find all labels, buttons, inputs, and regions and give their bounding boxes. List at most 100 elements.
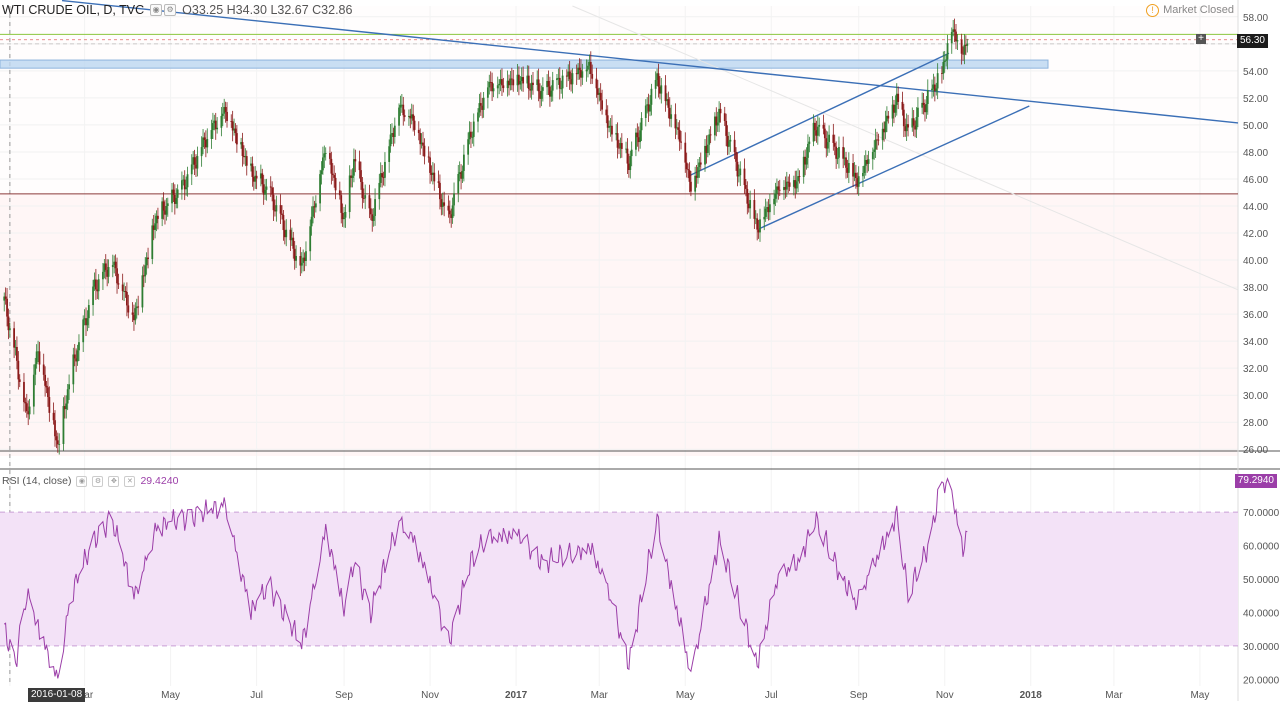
candle-body bbox=[269, 186, 272, 188]
candle-body bbox=[887, 115, 890, 119]
candle-body bbox=[206, 138, 209, 148]
candle-body bbox=[768, 204, 771, 213]
time-axis-label: Sep bbox=[850, 690, 868, 701]
eye-icon[interactable]: ◉ bbox=[76, 476, 88, 487]
candle-body bbox=[812, 122, 815, 142]
price-axis-label: 50.00 bbox=[1243, 121, 1268, 132]
candle-body bbox=[279, 205, 282, 214]
candle-body bbox=[826, 142, 829, 149]
candle-body bbox=[685, 162, 688, 170]
candle-body bbox=[250, 163, 252, 166]
candle-body bbox=[847, 163, 850, 173]
candle-body bbox=[567, 71, 570, 77]
candle-body bbox=[467, 139, 470, 155]
candle-body bbox=[688, 170, 691, 182]
candle-body bbox=[739, 168, 742, 176]
move-icon[interactable]: ✥ bbox=[108, 476, 120, 487]
candle-body bbox=[399, 104, 402, 108]
candle-body bbox=[540, 90, 543, 99]
candle-body bbox=[527, 75, 530, 89]
candle-body bbox=[440, 199, 443, 207]
price-axis-label: 42.00 bbox=[1243, 229, 1268, 240]
candle-body bbox=[670, 114, 673, 119]
candle-body bbox=[895, 93, 898, 105]
price-axis-label: 36.00 bbox=[1243, 310, 1268, 321]
candle-body bbox=[757, 229, 760, 233]
price-axis-label: 32.00 bbox=[1243, 364, 1268, 375]
candle-body bbox=[532, 82, 534, 85]
candle-body bbox=[680, 141, 682, 143]
candle-body bbox=[272, 194, 275, 211]
candle-body bbox=[341, 212, 344, 220]
candle-body bbox=[873, 149, 876, 153]
market-status-label: Market Closed bbox=[1163, 4, 1234, 16]
price-axis-label: 54.00 bbox=[1243, 67, 1268, 78]
candle-body bbox=[62, 406, 65, 445]
channel-upper-line bbox=[689, 52, 950, 177]
candle-body bbox=[863, 165, 866, 173]
candle-body bbox=[783, 187, 785, 191]
time-axis-label: Nov bbox=[936, 690, 954, 701]
close-icon[interactable]: ✕ bbox=[124, 476, 136, 487]
rsi-axis-label: 60.0000 bbox=[1243, 542, 1280, 553]
header-buttons: ◉ ⚙ bbox=[150, 4, 177, 17]
candle-body bbox=[725, 120, 728, 136]
candle-body bbox=[295, 256, 298, 261]
candle-body bbox=[285, 229, 288, 238]
candle-body bbox=[519, 81, 522, 85]
candle-body bbox=[498, 83, 501, 86]
candle-body bbox=[241, 142, 244, 156]
candle-body bbox=[224, 107, 227, 112]
add-alert-icon[interactable]: + bbox=[1196, 34, 1206, 44]
crosshair-date-badge: 2016-01-08 bbox=[28, 688, 86, 702]
settings-icon[interactable]: ⚙ bbox=[164, 4, 177, 17]
candle-body bbox=[393, 125, 396, 138]
candle-body bbox=[299, 256, 302, 266]
candle-body bbox=[372, 215, 375, 221]
candle-body bbox=[6, 298, 8, 317]
candle-body bbox=[891, 104, 894, 119]
candle-body bbox=[333, 175, 336, 178]
candle-body bbox=[378, 182, 381, 200]
candle-body bbox=[846, 167, 849, 173]
candle-body bbox=[448, 210, 451, 215]
candle-body bbox=[195, 164, 197, 169]
candle-body bbox=[312, 206, 314, 217]
candle-body bbox=[362, 198, 365, 199]
alert-icon: ! bbox=[1146, 4, 1160, 17]
candle-body bbox=[354, 159, 357, 162]
candle-body bbox=[881, 128, 884, 141]
candle-body bbox=[334, 177, 337, 191]
candle-body bbox=[275, 205, 278, 212]
candle-body bbox=[626, 148, 629, 164]
candle-body bbox=[223, 107, 226, 114]
candle-body bbox=[905, 124, 908, 132]
candle-body bbox=[489, 81, 492, 83]
rsi-axis-label: 50.0000 bbox=[1243, 575, 1280, 586]
candle-body bbox=[121, 284, 124, 292]
price-axis-label: 34.00 bbox=[1243, 337, 1268, 348]
eye-icon[interactable]: ◉ bbox=[150, 4, 163, 17]
candle-body bbox=[776, 186, 778, 194]
settings-icon[interactable]: ⚙ bbox=[92, 476, 104, 487]
rsi-label[interactable]: RSI (14, close) bbox=[2, 475, 72, 488]
candle-body bbox=[25, 403, 28, 412]
candle-body bbox=[950, 31, 953, 44]
candle-body bbox=[754, 218, 757, 220]
candle-body bbox=[35, 351, 38, 365]
candle-body bbox=[933, 84, 936, 91]
candle-body bbox=[102, 271, 104, 280]
price-axis-label: 38.00 bbox=[1243, 283, 1268, 294]
symbol-label[interactable]: WTI CRUDE OIL, D, TVC bbox=[2, 3, 145, 17]
candle-body bbox=[427, 156, 430, 158]
time-axis-label: Nov bbox=[421, 690, 439, 701]
candle-body bbox=[429, 157, 431, 173]
candle-body bbox=[798, 176, 801, 178]
candle-body bbox=[303, 257, 306, 261]
candle-body bbox=[568, 71, 571, 80]
candle-body bbox=[392, 133, 395, 138]
candle-body bbox=[92, 286, 94, 306]
candle-body bbox=[842, 147, 845, 159]
candle-body bbox=[960, 40, 963, 54]
